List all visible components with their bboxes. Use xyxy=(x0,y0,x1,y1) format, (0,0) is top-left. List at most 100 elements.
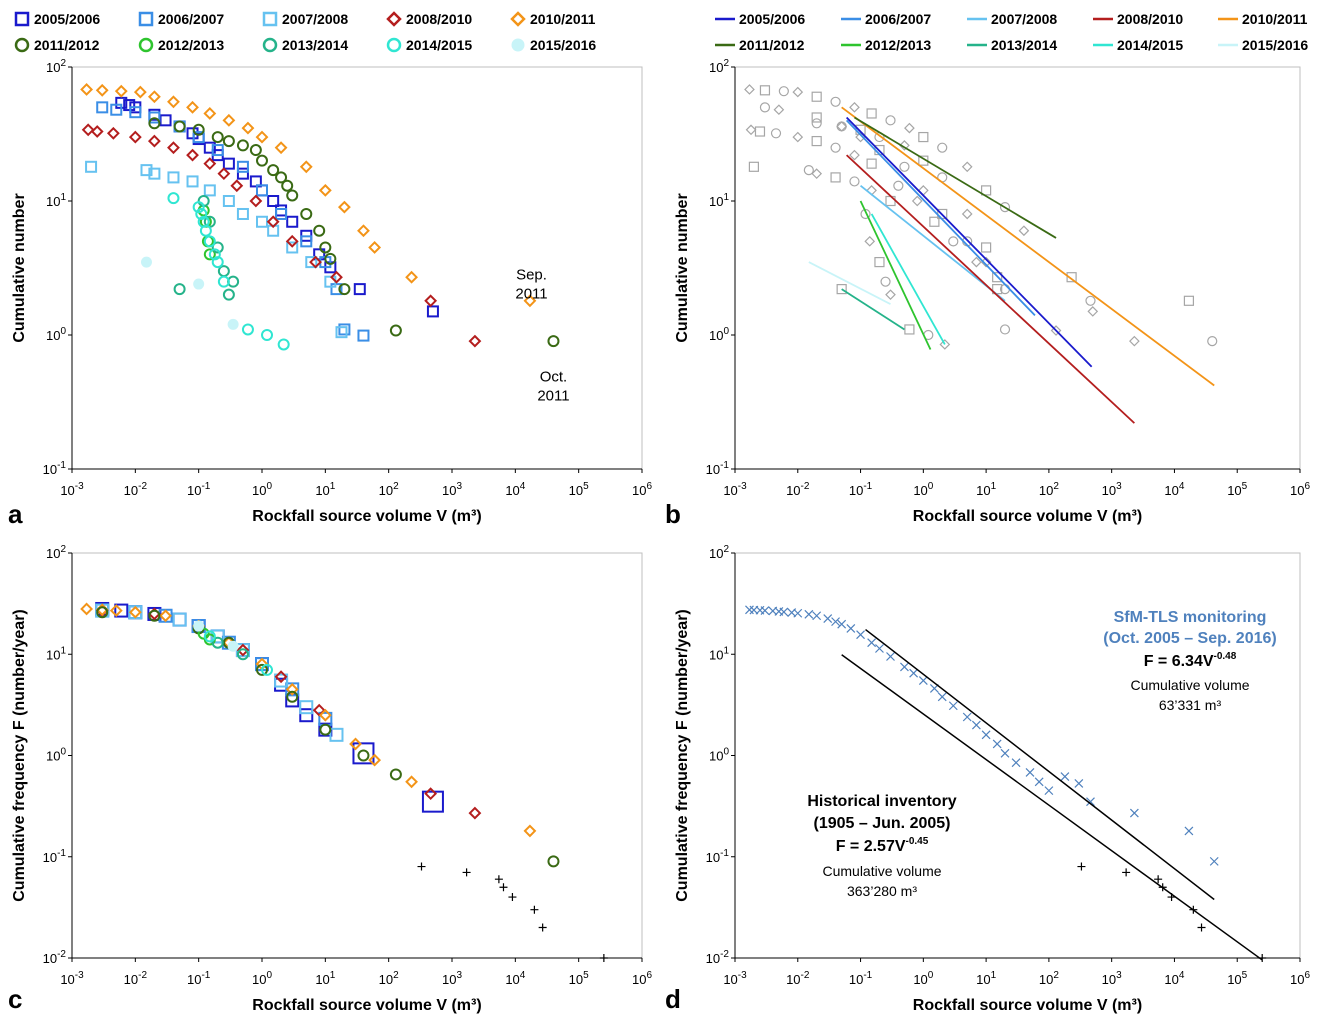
grey-data-point xyxy=(773,104,785,116)
data-point xyxy=(275,171,288,184)
data-point xyxy=(1034,777,1044,787)
data-point xyxy=(85,160,98,173)
fit-line xyxy=(841,106,1215,387)
data-point xyxy=(281,179,294,192)
grey-data-point xyxy=(759,102,771,113)
data-point xyxy=(523,294,537,308)
data-point xyxy=(261,663,274,676)
data-point xyxy=(318,183,332,197)
grey-data-point xyxy=(981,185,992,196)
data-point xyxy=(256,215,268,228)
fit-line xyxy=(854,116,1057,239)
data-point xyxy=(211,241,224,254)
grey-data-point xyxy=(830,172,841,183)
x-tick-label: 103 xyxy=(442,481,462,498)
grey-data-point xyxy=(992,272,1003,283)
data-point xyxy=(147,90,161,104)
data-point xyxy=(211,131,224,144)
x-tick-label: 10-3 xyxy=(60,970,84,987)
data-point xyxy=(203,157,217,171)
x-axis-label: Rockfall source volume V (m³) xyxy=(252,997,481,1014)
data-point xyxy=(128,605,142,619)
data-point xyxy=(1129,808,1139,818)
x-tick-label: 102 xyxy=(379,970,399,987)
data-point xyxy=(599,954,608,962)
data-point xyxy=(133,85,147,99)
data-point xyxy=(299,700,314,715)
x-axis-label: Rockfall source volume V (m³) xyxy=(252,508,481,525)
x-tick-label: 104 xyxy=(1164,970,1184,987)
x-tick-label: 106 xyxy=(632,481,652,498)
x-tick-label: 101 xyxy=(315,970,335,987)
legend-marker xyxy=(262,37,278,53)
data-point xyxy=(203,184,216,197)
chart-panel-d: 10-3 10-2 10-1 100 101 102 103 104 105 106 10-2 10-… xyxy=(665,544,1310,1014)
fit-line xyxy=(865,628,1215,901)
data-point xyxy=(313,224,326,237)
data-point xyxy=(357,224,370,238)
data-point xyxy=(256,154,268,167)
data-point xyxy=(192,123,205,136)
grey-data-point xyxy=(904,122,915,134)
x-tick-label: 10-2 xyxy=(786,970,810,987)
data-point xyxy=(167,192,180,205)
data-point xyxy=(779,607,789,617)
grey-data-point xyxy=(792,131,804,143)
panel-letter: c xyxy=(8,984,22,1014)
x-tick-label: 10-1 xyxy=(187,970,211,987)
y-tick-label: 101 xyxy=(709,645,729,662)
data-point xyxy=(192,201,205,214)
data-point xyxy=(275,207,288,220)
data-point xyxy=(1000,748,1010,758)
y-tick-label: 10-1 xyxy=(706,460,730,477)
data-point xyxy=(338,283,351,296)
data-point xyxy=(203,630,216,643)
grey-data-point xyxy=(948,236,959,247)
x-axis-label: Rockfall source volume V (m³) xyxy=(913,508,1142,525)
data-point xyxy=(217,167,231,181)
panel-letter: a xyxy=(8,499,23,529)
legend-label: 2005/2006 xyxy=(739,11,805,27)
grey-data-point xyxy=(770,128,782,139)
data-point xyxy=(875,644,884,653)
data-point xyxy=(337,200,351,214)
grey-data-point xyxy=(904,324,915,335)
y-tick-label: 101 xyxy=(46,645,66,662)
x-tick-label: 106 xyxy=(1290,481,1310,498)
data-point xyxy=(236,643,250,657)
data-point xyxy=(368,753,382,767)
legend-label: 2010/2011 xyxy=(530,11,596,27)
x-tick-label: 104 xyxy=(505,481,525,498)
legend-label: 2006/2007 xyxy=(865,11,931,27)
fit-line xyxy=(845,116,1093,368)
data-point xyxy=(80,602,94,616)
legend-label: 2006/2007 xyxy=(158,11,224,27)
y-tick-label: 100 xyxy=(709,326,729,343)
data-point xyxy=(424,294,438,308)
y-tick-label: 10-1 xyxy=(706,848,730,865)
x-tick-label: 100 xyxy=(913,481,933,498)
grey-data-point xyxy=(981,242,992,253)
data-point xyxy=(909,668,919,678)
x-tick-label: 101 xyxy=(976,481,996,498)
data-point xyxy=(267,164,280,177)
data-point xyxy=(1197,923,1206,932)
grey-data-point xyxy=(803,165,814,176)
data-point xyxy=(114,603,129,618)
fit-line xyxy=(845,119,1036,317)
data-point xyxy=(236,207,249,220)
grey-data-point xyxy=(880,276,891,287)
data-point xyxy=(140,164,153,177)
data-point xyxy=(210,629,225,644)
grey-data-point xyxy=(754,126,766,137)
data-point xyxy=(186,148,199,162)
data-point xyxy=(274,673,289,688)
y-axis-label: Cumulative frequency F (number/year) xyxy=(674,609,691,902)
data-point xyxy=(286,189,299,202)
grey-data-point xyxy=(836,121,848,132)
legend-label: 2013/2014 xyxy=(991,37,1057,53)
chart-panel-c: 10-3 10-2 10-1 100 101 102 103 104 105 106 10-2 10-… xyxy=(8,544,652,1014)
data-point xyxy=(547,335,560,348)
data-point xyxy=(494,875,503,884)
